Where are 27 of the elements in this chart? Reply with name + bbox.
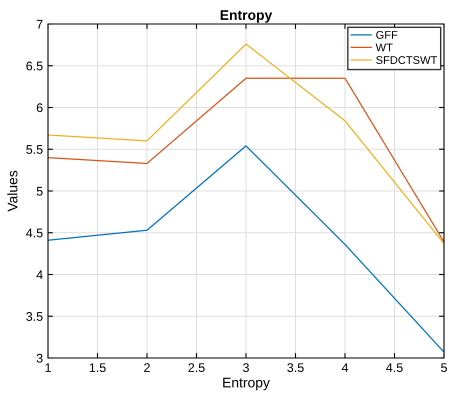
y-tick-label: 5.5 (26, 145, 43, 154)
x-tick-label: 3.5 (287, 363, 304, 372)
y-tick-label: 4.5 (26, 228, 43, 238)
y-tick-label: 4 (36, 270, 43, 280)
x-tick-label: 1.5 (90, 363, 106, 372)
y-tick-label: 7 (36, 20, 43, 29)
x-tick-label: 1 (45, 363, 51, 372)
y-tick-label: 6 (36, 103, 43, 112)
x-tick-label: 4 (342, 363, 348, 372)
x-tick-label: 5 (441, 363, 447, 372)
x-tick-label: 2 (144, 363, 150, 372)
x-axis-title: Entropy (223, 378, 270, 390)
legend-label: SFDCTSWT (376, 56, 438, 64)
chart-title: Entropy (220, 10, 272, 23)
x-tick-label: 3 (243, 363, 249, 372)
line-series (48, 145, 444, 353)
y-tick-label: 3.5 (26, 312, 43, 321)
line-series (48, 43, 444, 244)
line-series (48, 78, 444, 243)
x-tick-label: 2.5 (188, 363, 205, 372)
y-tick-label: 3 (36, 354, 43, 363)
y-axis-title: Values (7, 170, 18, 212)
y-tick-label: 5 (36, 186, 43, 196)
legend-label: GFF (376, 30, 398, 39)
legend-label: WT (376, 44, 393, 52)
y-tick-label: 6.5 (26, 62, 43, 70)
x-tick-label: 4.5 (386, 363, 403, 372)
